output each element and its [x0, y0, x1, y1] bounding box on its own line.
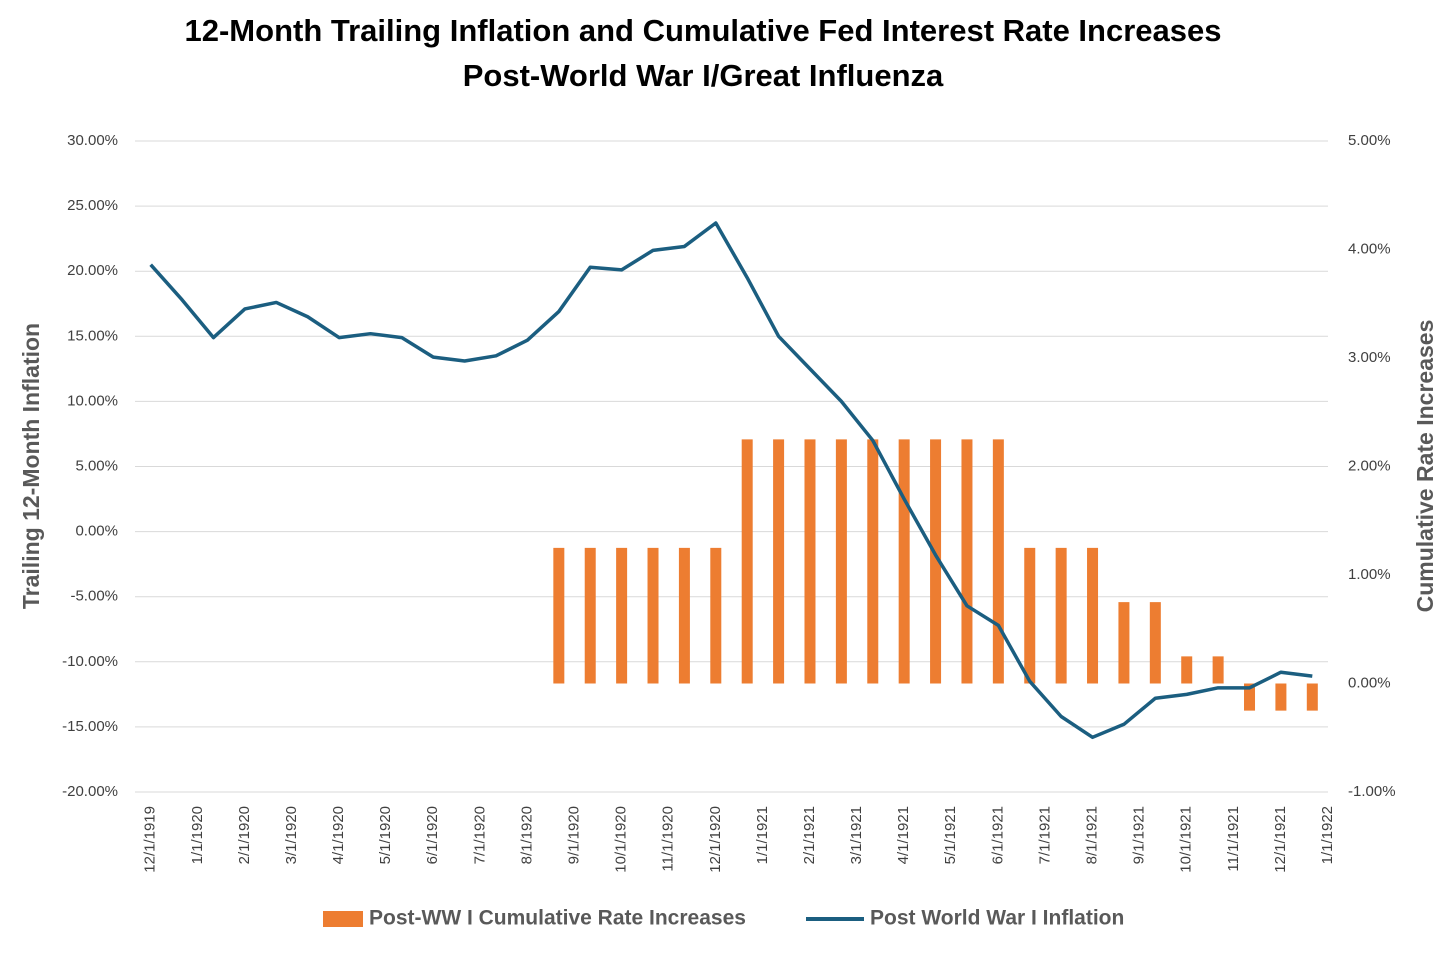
y-tick-label: 30.00% [67, 132, 118, 149]
x-tick-label: 8/1/1920 [518, 806, 535, 864]
x-tick-label: 12/1/1921 [1272, 806, 1289, 873]
bar [804, 439, 816, 684]
y2-tick-label: -1.00% [1348, 783, 1396, 800]
bar [1306, 683, 1318, 711]
bar [678, 547, 690, 684]
bar [1181, 656, 1193, 684]
x-tick-label: 3/1/1921 [848, 806, 865, 864]
y2-tick-label: 0.00% [1348, 674, 1391, 691]
x-tick-label: 9/1/1921 [1131, 806, 1148, 864]
bar [773, 439, 785, 684]
y2-axis-title: Cumulative Rate Increases [1412, 320, 1438, 613]
bar [1149, 602, 1161, 684]
bar [898, 439, 910, 684]
bar [553, 547, 565, 684]
y-tick-label: 0.00% [75, 523, 118, 540]
bar [867, 439, 879, 684]
bar [1118, 602, 1130, 684]
y-axis-title: Trailing 12-Month Inflation [18, 323, 44, 609]
legend-swatch [323, 911, 363, 927]
y-tick-label: 25.00% [67, 197, 118, 214]
legend-label: Post-WW I Cumulative Rate Increases [369, 907, 746, 930]
bar [1024, 547, 1036, 684]
x-tick-label: 2/1/1920 [236, 806, 253, 864]
y-tick-label: 15.00% [67, 327, 118, 344]
x-tick-label: 7/1/1920 [471, 806, 488, 864]
x-tick-label: 7/1/1921 [1036, 806, 1053, 864]
x-tick-label: 2/1/1921 [801, 806, 818, 864]
bar [647, 547, 659, 684]
line [149, 221, 1313, 740]
x-tick-label: 12/1/1919 [142, 806, 159, 873]
y2-tick-label: 4.00% [1348, 240, 1391, 257]
bar [992, 439, 1004, 684]
chart-title: Post-World War I/Great Influenza [463, 58, 944, 93]
x-tick-label: 6/1/1920 [424, 806, 441, 864]
x-tick-label: 5/1/1921 [942, 806, 959, 864]
x-tick-label: 12/1/1920 [707, 806, 724, 873]
bar [616, 547, 628, 684]
x-tick-label: 1/1/1922 [1319, 806, 1336, 864]
x-tick-label: 3/1/1920 [283, 806, 300, 864]
y-tick-label: -20.00% [62, 783, 118, 800]
y2-tick-label: 2.00% [1348, 457, 1391, 474]
bar [710, 547, 722, 684]
x-tick-label: 11/1/1921 [1225, 806, 1242, 872]
x-tick-label: 11/1/1920 [660, 806, 677, 872]
bar [930, 439, 942, 684]
x-tick-label: 9/1/1920 [565, 806, 582, 864]
x-tick-label: 8/1/1921 [1084, 806, 1101, 864]
bar [584, 547, 596, 684]
bar [1055, 547, 1067, 684]
y-tick-label: 20.00% [67, 262, 118, 279]
x-tick-label: 10/1/1921 [1178, 806, 1195, 873]
x-tick-label: 4/1/1920 [330, 806, 347, 864]
y-tick-label: 10.00% [67, 392, 118, 409]
y-tick-label: -10.00% [62, 653, 118, 670]
bar [961, 439, 973, 684]
bar [835, 439, 847, 684]
x-tick-label: 10/1/1920 [613, 806, 630, 873]
x-tick-label: 4/1/1921 [895, 806, 912, 864]
y2-tick-label: 3.00% [1348, 349, 1391, 366]
x-tick-label: 1/1/1921 [754, 806, 771, 864]
x-tick-label: 1/1/1920 [189, 806, 206, 864]
x-tick-label: 5/1/1920 [377, 806, 394, 864]
bar [1212, 656, 1224, 684]
y2-tick-label: 1.00% [1348, 566, 1391, 583]
x-tick-label: 6/1/1921 [989, 806, 1006, 864]
chart-title: 12-Month Trailing Inflation and Cumulati… [185, 13, 1222, 48]
bar [1087, 547, 1099, 684]
legend-label: Post World War I Inflation [870, 907, 1124, 930]
bar [1275, 683, 1287, 711]
y-tick-label: 5.00% [75, 457, 118, 474]
y-tick-label: -5.00% [70, 588, 118, 605]
bar [741, 439, 753, 684]
y2-tick-label: 5.00% [1348, 132, 1391, 149]
y-tick-label: -15.00% [62, 718, 118, 735]
bar [1244, 683, 1256, 711]
